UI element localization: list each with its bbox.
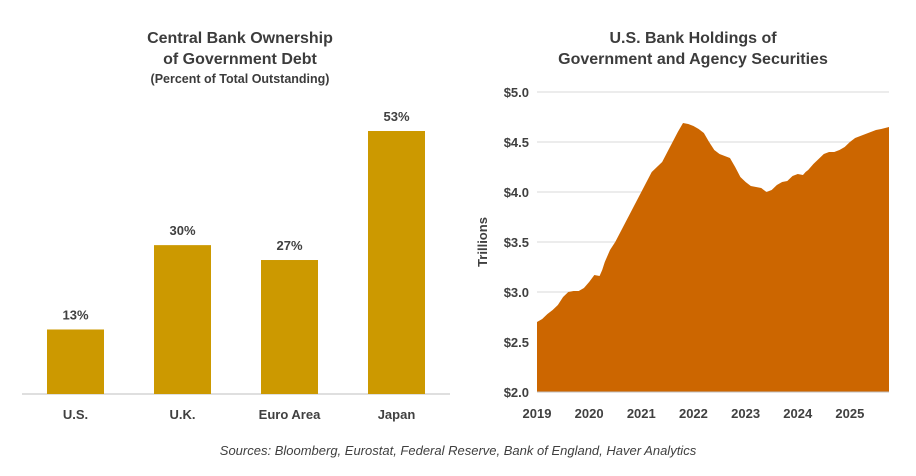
bar-u-s bbox=[47, 329, 104, 394]
area-y-tick-label: $3.5 bbox=[504, 235, 529, 250]
area-y-tick-label: $4.5 bbox=[504, 135, 529, 150]
bar-data-label: 27% bbox=[276, 238, 302, 253]
area-x-tick-label: 2024 bbox=[783, 406, 813, 421]
area-y-tick-label: $2.5 bbox=[504, 335, 529, 350]
area-x-tick-label: 2025 bbox=[835, 406, 864, 421]
area-x-tick-label: 2020 bbox=[575, 406, 604, 421]
sources-note: Sources: Bloomberg, Eurostat, Federal Re… bbox=[219, 443, 697, 458]
bar-data-label: 13% bbox=[62, 307, 88, 322]
area-x-tick-label: 2021 bbox=[627, 406, 656, 421]
bar-category-label: Japan bbox=[378, 407, 416, 422]
area-chart-title-line-1: U.S. Bank Holdings of bbox=[609, 30, 777, 47]
area-y-tick-label: $2.0 bbox=[504, 385, 529, 400]
bar-chart-subtitle: (Percent of Total Outstanding) bbox=[150, 72, 330, 86]
area-y-tick-label: $5.0 bbox=[504, 85, 529, 100]
bar-category-label: U.S. bbox=[63, 407, 88, 422]
area-y-axis-title: Trillions bbox=[475, 217, 490, 267]
bar-euro-area bbox=[261, 260, 318, 394]
bar-u-k bbox=[154, 245, 211, 394]
bar-chart-title-line-1: Central Bank Ownership bbox=[147, 30, 333, 47]
bar-data-label: 53% bbox=[383, 109, 409, 124]
bar-chart-title: Central Bank Ownership of Government Deb… bbox=[40, 28, 440, 70]
bar-chart: 13% U.S. 30% U.K. 27% Euro Area 53% Japan bbox=[22, 109, 450, 422]
bar-chart-title-line-2: of Government Debt bbox=[163, 51, 317, 68]
area-chart-title-line-2: Government and Agency Securities bbox=[558, 51, 828, 68]
bar-japan bbox=[368, 131, 425, 394]
area-y-tick-label: $4.0 bbox=[504, 185, 529, 200]
area-y-tick-label: $3.0 bbox=[504, 285, 529, 300]
bar-category-label: U.K. bbox=[170, 407, 196, 422]
area-x-tick-label: 2022 bbox=[679, 406, 708, 421]
area-x-tick-label: 2019 bbox=[523, 406, 552, 421]
area-series-holdings bbox=[537, 123, 889, 392]
bar-category-label: Euro Area bbox=[259, 407, 321, 422]
area-chart-title: U.S. Bank Holdings of Government and Age… bbox=[478, 28, 908, 70]
area-x-tick-label: 2023 bbox=[731, 406, 760, 421]
area-chart: $2.0 $2.5 $3.0 $3.5 $4.0 $4.5 $5.0 2019 2020 2021… bbox=[475, 85, 889, 421]
bar-data-label: 30% bbox=[169, 223, 195, 238]
